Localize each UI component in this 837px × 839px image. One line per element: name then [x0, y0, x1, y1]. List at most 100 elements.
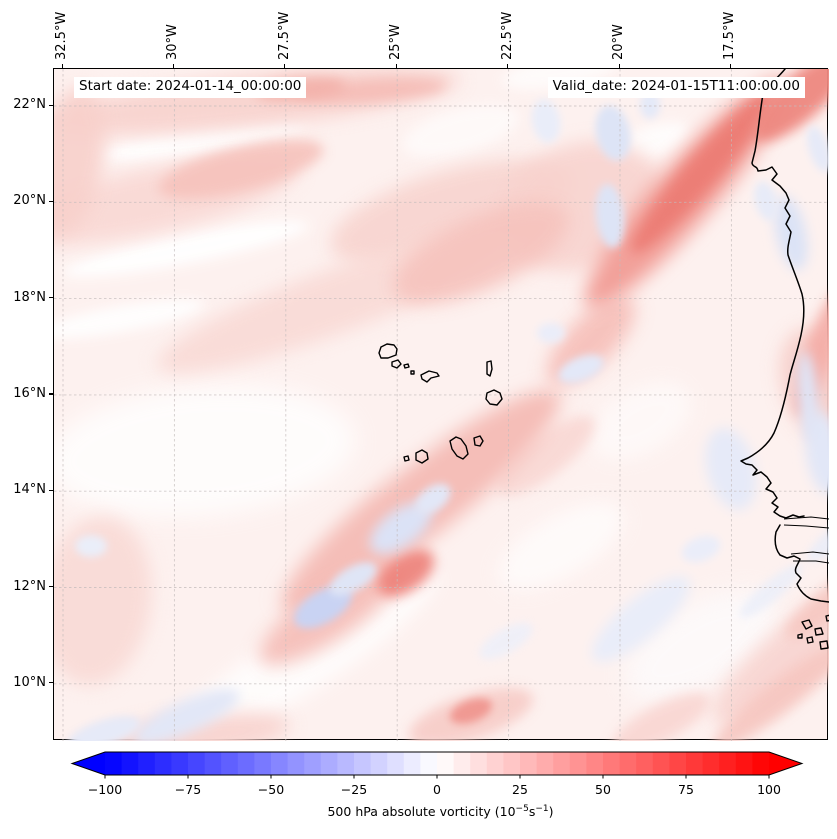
- colorbar-axis-label: 500 hPa absolute vorticity (10−5s−1): [53, 804, 828, 819]
- vorticity-blob: [595, 184, 625, 248]
- vorticity-blob: [54, 516, 152, 686]
- vorticity-blob: [624, 590, 778, 702]
- colorbar-segment: [569, 752, 587, 775]
- lat-tick-label: 12°N: [13, 578, 46, 594]
- colorbar-tick-label: 100: [757, 782, 781, 797]
- lat-tick-mark: [49, 682, 53, 684]
- colorbar-segment: [337, 752, 355, 775]
- colorbar-segment: [619, 752, 637, 775]
- colorbar-tick-label: −25: [340, 782, 368, 797]
- colorbar-label-suffix: ): [548, 804, 554, 820]
- river-line: [790, 551, 829, 555]
- vorticity-blob: [630, 92, 772, 254]
- vorticity-blob: [479, 622, 533, 660]
- colorbar-tick-label: 0: [433, 782, 441, 797]
- colorbar-tick-label: −75: [174, 782, 202, 797]
- lon-tick-mark: [729, 64, 732, 68]
- colorbar-segment: [536, 752, 554, 775]
- island-bijagos-6: [825, 614, 829, 622]
- vorticity-blob: [75, 535, 107, 557]
- lat-tick-label: 18°N: [13, 289, 46, 305]
- vorticity-blob: [54, 299, 205, 339]
- vorticity-blob: [370, 502, 432, 554]
- island-brava: [403, 455, 410, 462]
- colorbar-segment: [237, 752, 255, 775]
- colorbar-segment: [121, 752, 139, 775]
- island-bijagos-5: [797, 633, 803, 639]
- lat-tick-mark: [49, 200, 53, 202]
- lon-tick-mark: [61, 64, 63, 68]
- island-santiago: [449, 436, 469, 460]
- island-boa-vista: [485, 389, 503, 406]
- vorticity-blob: [537, 323, 565, 343]
- colorbar-segment: [636, 752, 654, 775]
- colorbar-segment: [686, 752, 703, 775]
- colorbar-tick-label: 75: [678, 782, 694, 797]
- colorbar-segment: [453, 752, 471, 775]
- lat-tick-label: 10°N: [13, 674, 46, 690]
- vorticity-blob: [806, 125, 829, 173]
- vorticity-blob: [498, 502, 624, 590]
- vorticity-blob: [807, 520, 829, 562]
- colorbar-segment: [188, 752, 205, 775]
- colorbar-left-arrow: [72, 752, 105, 775]
- colorbar-segment: [105, 752, 122, 775]
- vorticity-blob: [294, 585, 352, 629]
- colorbar-segment: [652, 752, 670, 775]
- colorbar-segment: [520, 752, 537, 775]
- island-sal: [486, 360, 493, 377]
- lon-tick-label: 27.5°W: [276, 11, 292, 60]
- start-date-annotation: Start date: 2024-01-14_00:00:00: [74, 77, 307, 98]
- vorticity-blob: [392, 202, 570, 304]
- colorbar-segment: [553, 752, 571, 775]
- island-maio: [473, 435, 484, 447]
- africa-coastline: [740, 69, 829, 603]
- lon-tick-mark: [172, 64, 175, 68]
- island-fogo: [415, 449, 429, 464]
- lon-tick-label: 30°W: [165, 24, 181, 60]
- colorbar-segment: [304, 752, 322, 775]
- vorticity-blob: [531, 99, 561, 143]
- lon-tick-label: 32.5°W: [54, 11, 69, 60]
- lat-tick-label: 22°N: [13, 97, 46, 112]
- colorbar-segment: [370, 752, 388, 775]
- colorbar-label-exponent-1: −5: [515, 804, 529, 814]
- colorbar-segment: [702, 752, 720, 775]
- colorbar-segment: [320, 752, 338, 775]
- colorbar-segment: [486, 752, 504, 775]
- lon-tick-label: 22.5°W: [499, 11, 515, 60]
- vorticity-blob: [449, 698, 493, 724]
- colorbar-segment: [603, 752, 620, 775]
- island-bijagos-1: [801, 619, 813, 630]
- lon-tick-label: 20°W: [611, 24, 626, 60]
- colorbar-segment: [503, 752, 521, 775]
- vorticity-blob: [797, 351, 819, 441]
- colorbar-right-arrow: [769, 752, 802, 775]
- lat-tick-mark: [49, 104, 53, 106]
- vorticity-blob: [402, 104, 520, 158]
- colorbar-segment: [354, 752, 371, 775]
- vorticity-blob: [713, 642, 829, 741]
- colorbar-segment: [171, 752, 189, 775]
- coastlines: [378, 69, 829, 650]
- colorbar-gradient-segments: [72, 752, 802, 775]
- river-line: [783, 524, 829, 529]
- latlon-gridlines: [54, 69, 829, 741]
- vorticity-blob: [681, 535, 721, 563]
- vorticity-blob: [72, 712, 290, 741]
- lon-tick-mark: [395, 64, 397, 68]
- colorbar-segment: [752, 752, 770, 775]
- vorticity-blob: [611, 692, 711, 741]
- valid-date-annotation: Valid_date: 2024-01-15T11:00:00.00: [547, 77, 805, 98]
- colorbar-segment: [138, 752, 156, 775]
- colorbar-outline: [70, 751, 804, 779]
- island-bijagos-4: [819, 640, 829, 650]
- colorbar-segment: [254, 752, 272, 775]
- island-sao-vicente: [391, 359, 402, 369]
- vorticity-blob: [591, 576, 691, 662]
- island-bijagos-3: [806, 636, 814, 644]
- colorbar-label-mid: s: [528, 804, 536, 820]
- lat-tick-mark: [49, 586, 53, 588]
- vorticity-blob: [54, 384, 356, 518]
- lat-tick-label: 16°N: [13, 385, 46, 401]
